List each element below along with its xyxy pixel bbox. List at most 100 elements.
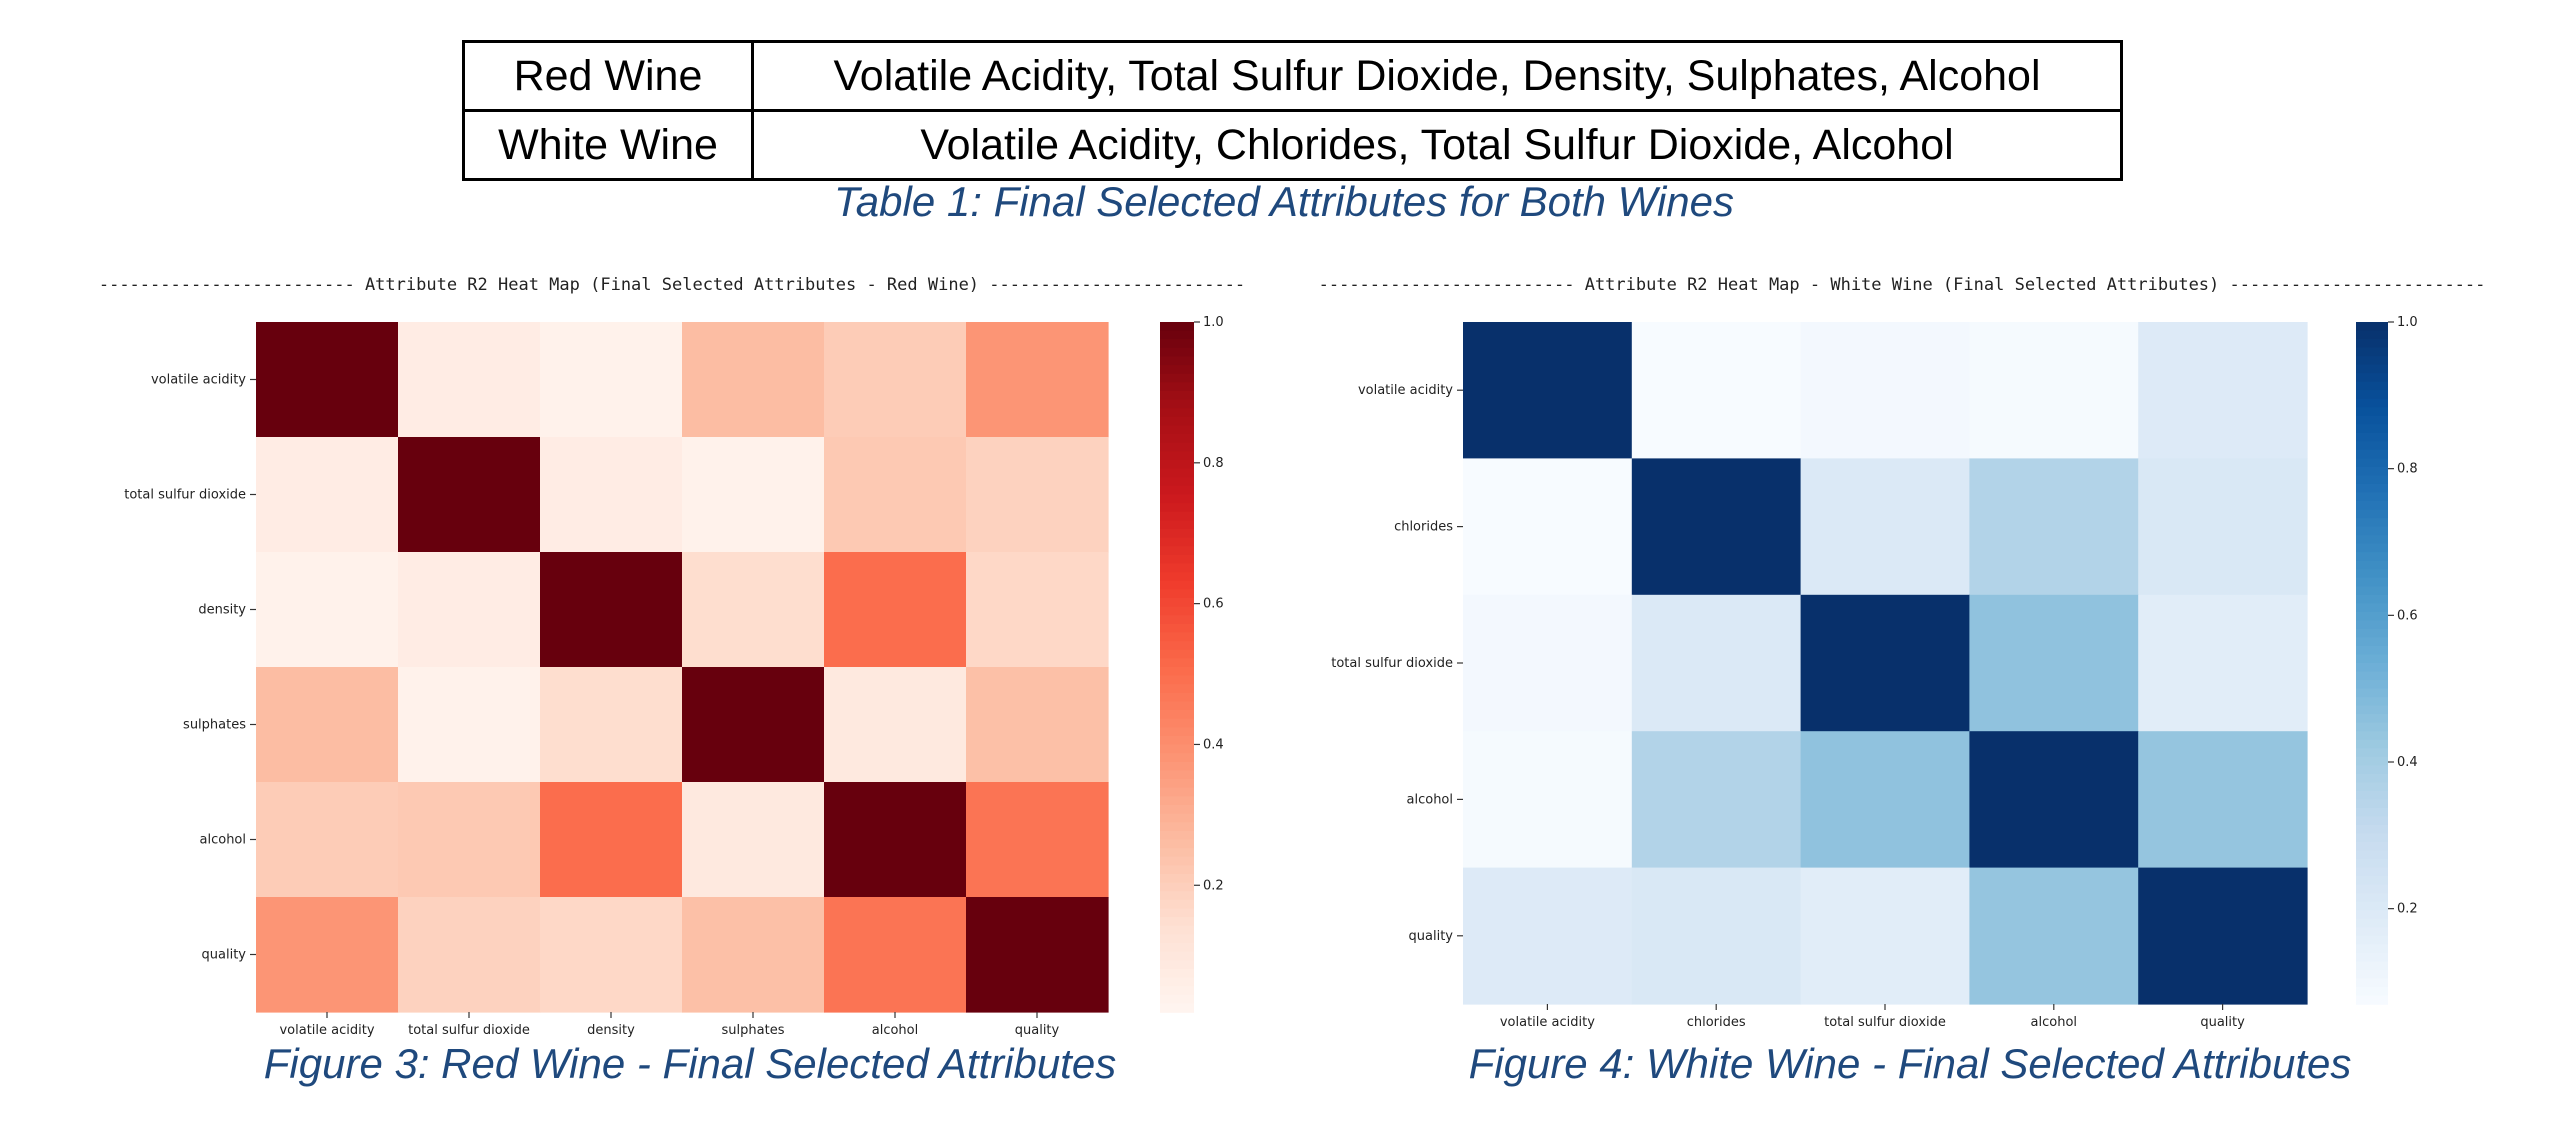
colorbar-segment — [1160, 701, 1194, 711]
y-tick-label: volatile acidity — [151, 373, 246, 388]
colorbar-segment — [2356, 867, 2388, 877]
x-tick-label: total sulfur dioxide — [1824, 1015, 1946, 1030]
colorbar-segment — [2356, 390, 2388, 400]
colorbar-segment — [2356, 748, 2388, 758]
heatmap-cell — [256, 552, 399, 668]
colorbar-segment — [2356, 645, 2388, 656]
colorbar-segment — [2356, 842, 2388, 852]
heatmap-cell — [1800, 867, 1970, 1005]
colorbar-segment — [1160, 615, 1194, 625]
y-tick-label: total sulfur dioxide — [1331, 656, 1453, 671]
heatmap-cell — [398, 782, 541, 898]
colorbar-segment — [1160, 658, 1194, 668]
colorbar-segment — [1160, 692, 1194, 703]
colorbar-segment — [2356, 637, 2388, 647]
heatmap-cell — [540, 667, 683, 783]
colorbar-segment — [2356, 816, 2388, 826]
heatmap-cell — [1463, 867, 1633, 1005]
y-tick-label: chlorides — [1394, 520, 1453, 535]
colorbar-tick-label: 1.0 — [1203, 315, 1224, 330]
heatmap-cell — [1631, 731, 1802, 869]
colorbar-segment — [1160, 373, 1194, 384]
colorbar-segment — [1160, 943, 1194, 953]
x-tick-label: quality — [1015, 1023, 1060, 1038]
colorbar-tick-label: 0.2 — [1203, 878, 1224, 893]
x-tick-label: alcohol — [872, 1023, 918, 1038]
table-cell-wine: White Wine — [462, 109, 754, 181]
table-caption: Table 1: Final Selected Attributes for B… — [834, 178, 1734, 225]
heatmap-cell — [1463, 731, 1633, 869]
colorbar-segment — [2356, 884, 2388, 894]
colorbar-segment — [1160, 761, 1194, 772]
colorbar-segment — [1160, 529, 1194, 539]
x-tick-label: chlorides — [1687, 1015, 1746, 1030]
colorbar-segment — [1160, 986, 1194, 996]
heatmap-cell — [1631, 322, 1802, 459]
x-tick-label: quality — [2200, 1015, 2245, 1030]
heatmap-cell — [398, 667, 541, 783]
heatmap-cell — [1631, 458, 1802, 596]
colorbar-segment — [1160, 563, 1194, 573]
colorbar-tick-label: 1.0 — [2397, 315, 2418, 330]
colorbar-segment — [1160, 736, 1194, 746]
x-tick-label: volatile acidity — [1500, 1015, 1595, 1030]
colorbar-segment — [2356, 824, 2388, 835]
colorbar-segment — [1160, 460, 1194, 470]
colorbar-tick-label: 0.2 — [2397, 902, 2418, 917]
red-wine-heatmap: ------------------------- Attribute R2 H… — [99, 275, 1245, 1038]
colorbar-segment — [2356, 969, 2388, 980]
colorbar-segment — [1160, 330, 1194, 341]
heatmap-cell — [256, 667, 399, 783]
table-row: White Wine Volatile Acidity, Chlorides, … — [462, 109, 2123, 181]
colorbar-segment — [2356, 611, 2388, 622]
table-cell-attributes: Volatile Acidity, Total Sulfur Dioxide, … — [751, 40, 2123, 112]
heatmap-cell — [1631, 594, 1802, 732]
heatmap-cell — [824, 667, 967, 783]
colorbar-segment — [2356, 415, 2388, 426]
heatmap-cell — [2138, 458, 2308, 596]
table-cell-attributes: Volatile Acidity, Chlorides, Total Sulfu… — [751, 109, 2123, 181]
colorbar-segment — [2356, 586, 2388, 596]
colorbar-segment — [2356, 739, 2388, 750]
colorbar-segment — [1160, 960, 1194, 970]
y-tick-label: sulphates — [183, 718, 246, 733]
colorbar-segment — [2356, 535, 2388, 545]
colorbar-segment — [2356, 961, 2388, 971]
heatmap-cell — [966, 552, 1109, 668]
colorbar-segment — [2356, 927, 2388, 937]
colorbar-segment — [2356, 373, 2388, 383]
colorbar-segment — [1160, 485, 1194, 496]
colorbar-segment — [2356, 432, 2388, 443]
colorbar-segment — [2356, 756, 2388, 767]
chart-title: ------------------------- Attribute R2 H… — [99, 275, 1245, 295]
colorbar-segment — [1160, 822, 1194, 832]
heatmap-cell — [256, 322, 399, 438]
colorbar-segment — [2356, 347, 2388, 357]
heatmap-cell — [398, 552, 541, 668]
colorbar-segment — [1160, 718, 1194, 729]
selected-attributes-table: Red Wine Volatile Acidity, Total Sulfur … — [462, 40, 2123, 181]
heatmap-cell — [540, 552, 683, 668]
colorbar-segment — [1160, 865, 1194, 875]
heatmap-cell — [682, 552, 825, 668]
colorbar-segment — [1160, 434, 1194, 444]
colorbar-segment — [2356, 441, 2388, 451]
colorbar-segment — [2356, 518, 2388, 528]
y-tick-label: quality — [202, 948, 247, 963]
colorbar-segment — [1160, 753, 1194, 763]
colorbar-segment — [1160, 675, 1194, 686]
heatmap-cell — [398, 437, 541, 553]
colorbar-segment — [2356, 833, 2388, 843]
colorbar-tick-label: 0.8 — [1203, 456, 1224, 471]
colorbar-segment — [1160, 787, 1194, 798]
colorbar-segment — [2356, 697, 2388, 707]
figure-3-caption: Figure 3: Red Wine - Final Selected Attr… — [263, 1040, 1117, 1087]
colorbar-segment — [1160, 511, 1194, 522]
colorbar-segment — [2356, 876, 2388, 886]
colorbar-segment — [1160, 925, 1194, 936]
heatmap-cell — [966, 437, 1109, 553]
colorbar-segment — [2356, 577, 2388, 588]
colorbar-segment — [2356, 569, 2388, 579]
colorbar-segment — [2356, 680, 2388, 690]
colorbar-segment — [1160, 744, 1194, 755]
